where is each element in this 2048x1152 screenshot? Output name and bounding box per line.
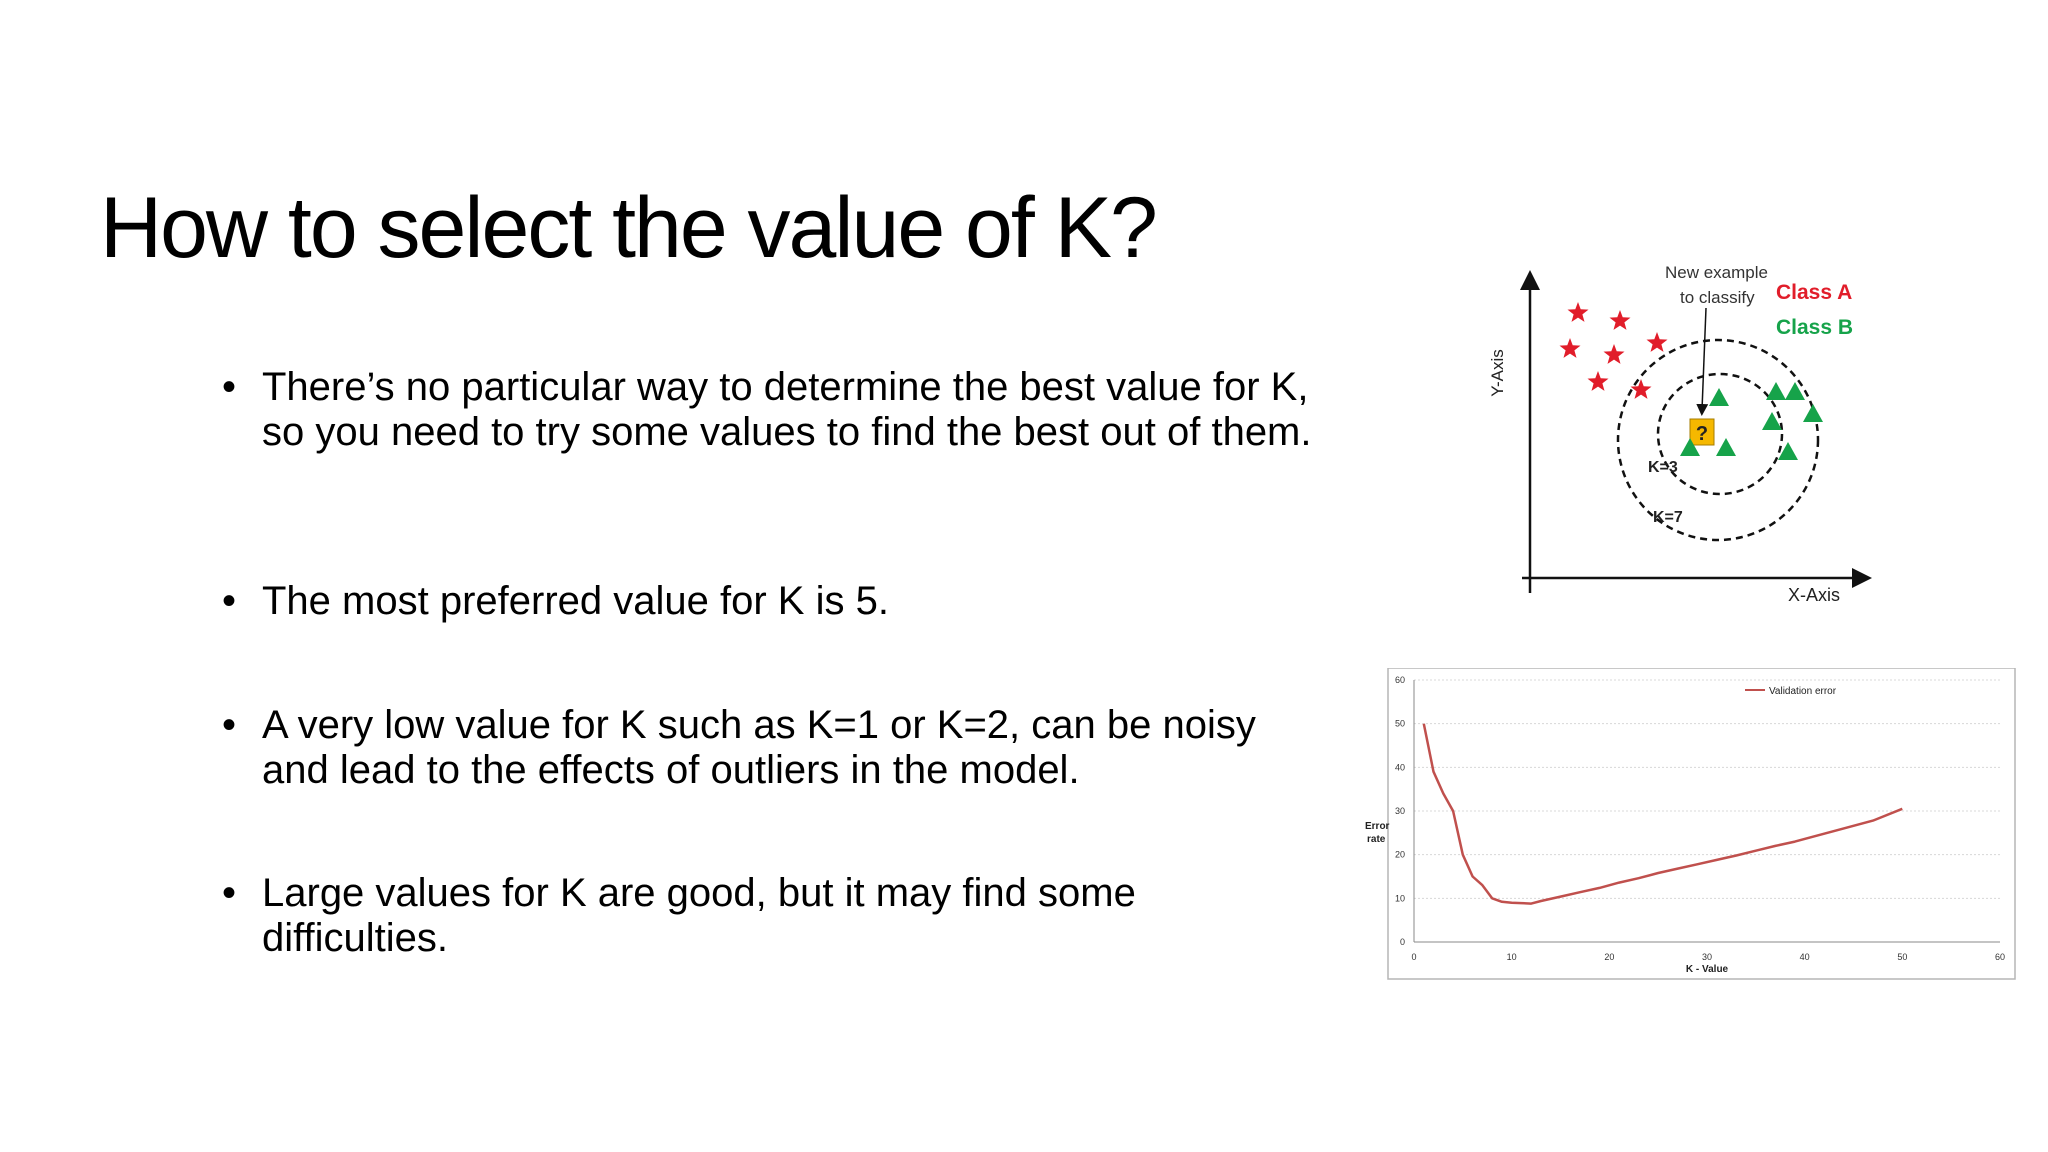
class-b-triangle xyxy=(1778,442,1798,460)
class-b-triangle xyxy=(1762,412,1782,430)
validation-error-line xyxy=(1422,723,1903,905)
y-tick-labels: 0 10 20 30 40 50 60 xyxy=(1395,675,1405,947)
class-a-star xyxy=(1646,332,1668,352)
y-tick-label: 10 xyxy=(1395,893,1405,903)
y-tick-label: 50 xyxy=(1395,719,1405,729)
k3-circle xyxy=(1656,372,1784,496)
class-a-star xyxy=(1587,371,1609,391)
class-b-triangle xyxy=(1716,438,1736,456)
y-tick-label: 60 xyxy=(1395,675,1405,685)
y-axis-label-line-1: Error xyxy=(1365,821,1390,832)
x-tick-labels: 0 10 20 30 40 50 60 xyxy=(1411,952,2005,962)
x-axis-label: X-Axis xyxy=(1788,585,1840,605)
x-tick-label: 60 xyxy=(1995,952,2005,962)
x-tick-label: 30 xyxy=(1702,952,1712,962)
bullet-glyph: • xyxy=(222,579,237,623)
class-a-star xyxy=(1567,302,1589,322)
bullet-glyph: • xyxy=(222,365,237,409)
query-point xyxy=(1689,418,1715,446)
class-a-star xyxy=(1603,344,1625,364)
bullet-glyph: • xyxy=(222,871,237,915)
x-tick-label: 20 xyxy=(1604,952,1614,962)
class-a-star xyxy=(1630,379,1652,399)
legend-label: Validation error xyxy=(1769,686,1837,697)
class-b-triangle xyxy=(1680,438,1700,456)
class-b-triangle xyxy=(1785,382,1805,400)
error-rate-chart: 0 10 20 30 40 50 60 0 10 20 30 40 50 60 Error rate K… xyxy=(1365,668,2016,980)
y-axis-label-line-2: rate xyxy=(1367,834,1386,845)
annotation-arrow xyxy=(1696,307,1709,416)
y-tick-label: 40 xyxy=(1395,762,1405,772)
y-tick-label: 20 xyxy=(1395,850,1405,860)
bullet-text: There’s no particular way to determine t… xyxy=(262,365,1312,454)
x-tick-label: 0 xyxy=(1411,952,1416,962)
gridlines xyxy=(1414,679,2000,899)
annotation-line-2: to classify xyxy=(1680,288,1755,307)
class-b-triangle xyxy=(1803,404,1823,422)
x-tick-label: 10 xyxy=(1507,952,1517,962)
bullet-text: Large values for K are good, but it may … xyxy=(262,871,1136,960)
x-tick-label: 40 xyxy=(1800,952,1810,962)
class-a-star xyxy=(1609,310,1631,330)
x-axis-label: K - Value xyxy=(1686,964,1729,975)
class-b-points xyxy=(1680,382,1823,460)
class-a-points xyxy=(1559,302,1668,399)
y-tick-label: 0 xyxy=(1400,937,1405,947)
k7-circle xyxy=(1616,338,1820,542)
annotation-line-1: New example xyxy=(1665,263,1768,282)
y-tick-label: 30 xyxy=(1395,806,1405,816)
class-b-triangle xyxy=(1766,382,1786,400)
x-tick-label: 50 xyxy=(1897,952,1907,962)
chart-frame xyxy=(1387,668,2016,980)
bullet-text: A very low value for K such as K=1 or K=… xyxy=(262,703,1256,792)
class-a-star xyxy=(1559,338,1581,358)
class-b-label: Class B xyxy=(1776,316,1853,339)
bullet-text: The most preferred value for K is 5. xyxy=(262,579,889,623)
class-b-triangle xyxy=(1709,388,1729,406)
slide-title: How to select the value of K? xyxy=(100,180,1158,276)
k7-label: K=7 xyxy=(1653,509,1683,526)
query-symbol: ? xyxy=(1696,423,1708,445)
knn-diagram: Y-Axis X-Axis New example to classify Cl… xyxy=(1488,263,1872,605)
bullet-glyph: • xyxy=(222,703,237,747)
class-a-label: Class A xyxy=(1776,281,1852,304)
k3-label: K=3 xyxy=(1648,459,1678,476)
y-axis-label: Y-Axis xyxy=(1488,349,1507,397)
